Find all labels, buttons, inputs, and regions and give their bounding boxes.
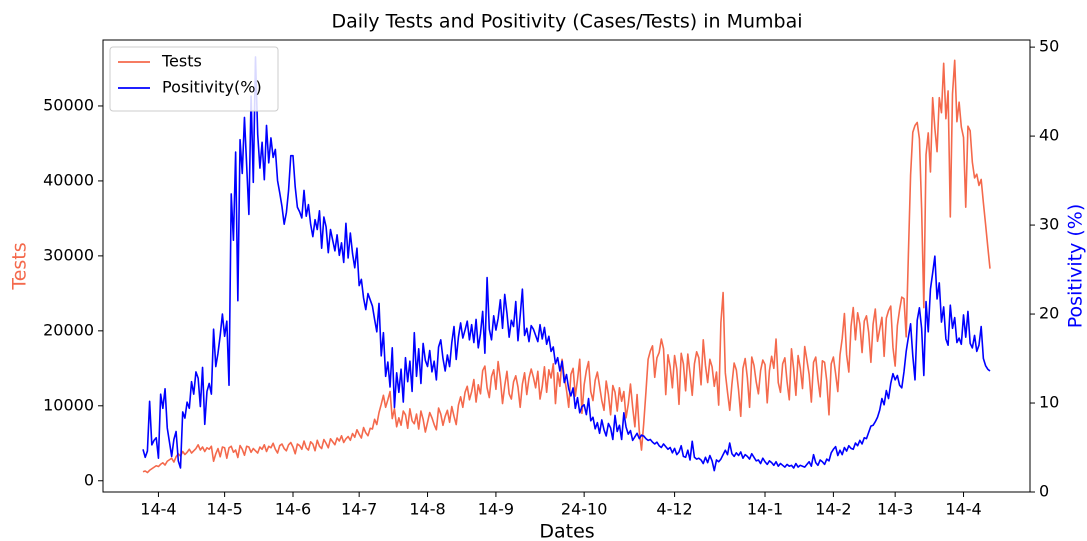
y-tick-label: 50000 [43, 95, 94, 114]
series-line [142, 59, 991, 474]
x-tick-label: 14-8 [409, 500, 445, 519]
y-axis-label: Tests [9, 242, 31, 290]
legend: Tests Positivity(%) [109, 46, 279, 112]
y2-tick-label: 30 [1039, 215, 1059, 234]
plot-frame [102, 39, 1031, 493]
x-tick-label: 24-10 [561, 500, 608, 519]
x-tick-label: 14-4 [945, 500, 981, 519]
x-tick-label: 4-12 [656, 500, 692, 519]
x-tick-label: 14-4 [140, 500, 176, 519]
legend-label: Tests [161, 52, 202, 71]
y2-tick-label: 10 [1039, 393, 1059, 412]
y-tick-label: 20000 [43, 320, 94, 339]
y-tick-label: 0 [84, 470, 94, 489]
legend-box [109, 46, 279, 112]
x-tick-label: 14-7 [341, 500, 377, 519]
x-tick-label: 14-5 [206, 500, 242, 519]
series-line [142, 56, 991, 472]
chart-title: Daily Tests and Positivity (Cases/Tests)… [331, 11, 802, 33]
y-tick-label: 30000 [43, 245, 94, 264]
x-tick-label: 14-2 [815, 500, 851, 519]
y-tick-label: 10000 [43, 395, 94, 414]
x-tick-label: 14-3 [877, 500, 913, 519]
y2-tick-label: 20 [1039, 304, 1059, 323]
y2-tick-label: 50 [1039, 37, 1059, 56]
x-tick-label: 14-9 [478, 500, 514, 519]
y-tick-label: 40000 [43, 170, 94, 189]
x-axis-label: Dates [539, 521, 594, 541]
y2-tick-label: 40 [1039, 126, 1059, 145]
legend-label: Positivity(%) [162, 78, 262, 97]
y2-axis-label: Positivity (%) [1065, 204, 1087, 328]
x-tick-label: 14-6 [275, 500, 311, 519]
x-tick-label: 14-1 [747, 500, 783, 519]
y2-tick-label: 0 [1039, 482, 1049, 501]
